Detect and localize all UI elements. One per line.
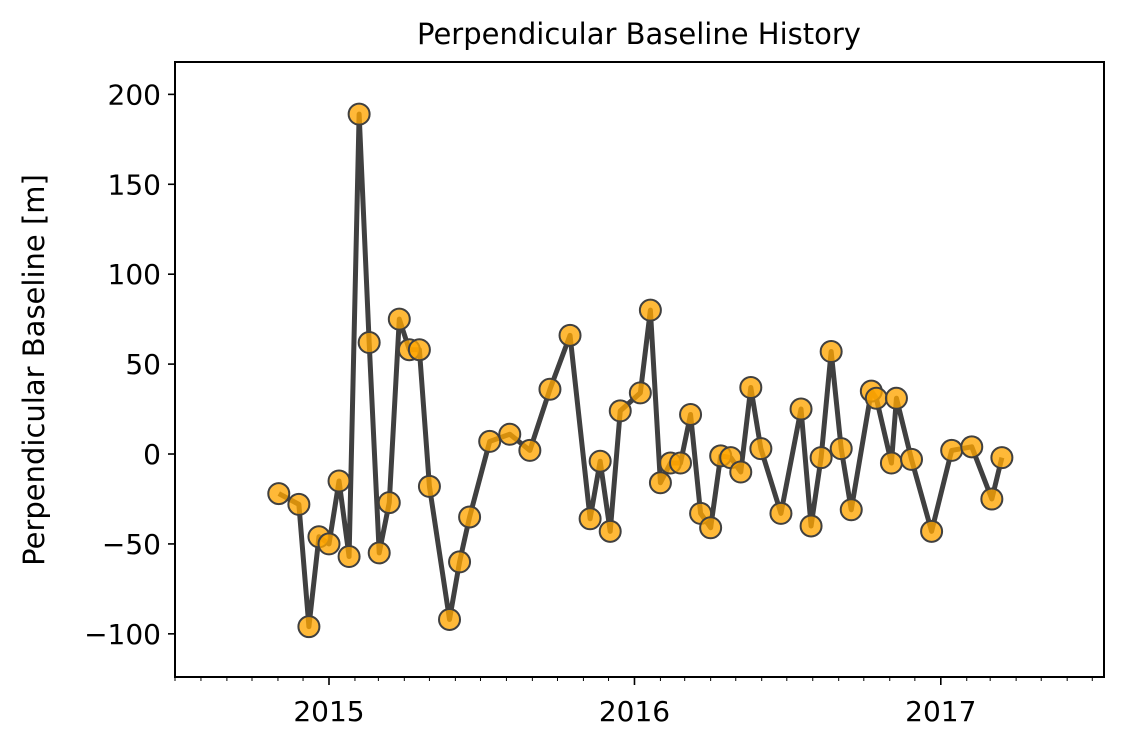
data-point: [267, 482, 291, 506]
data-point: [558, 323, 582, 347]
data-point: [884, 386, 908, 410]
data-point: [518, 438, 542, 462]
data-point: [669, 451, 693, 475]
y-tick-label: 100: [108, 258, 161, 291]
data-point: [317, 532, 341, 556]
y-tick-label: 0: [143, 438, 161, 471]
data-point: [864, 386, 888, 410]
data-point: [357, 331, 381, 355]
data-point: [327, 469, 351, 493]
data-point: [628, 381, 652, 405]
y-tick-label: 50: [125, 348, 161, 381]
data-point: [578, 507, 602, 531]
x-tick-label: 2016: [599, 695, 670, 728]
data-point: [789, 397, 813, 421]
y-tick-label: 150: [108, 168, 161, 201]
data-point: [367, 541, 391, 565]
data-point: [819, 340, 843, 364]
data-point: [478, 429, 502, 453]
data-point: [638, 298, 662, 322]
data-point: [799, 514, 823, 538]
data-point: [960, 435, 984, 459]
data-point: [337, 545, 361, 569]
data-point: [879, 451, 903, 475]
data-point: [699, 516, 723, 540]
data-point: [287, 492, 311, 516]
y-tick-label: 200: [108, 78, 161, 111]
data-point: [608, 399, 632, 423]
data-point: [769, 501, 793, 525]
data-point: [648, 471, 672, 495]
plot-frame: [174, 61, 1105, 678]
data-point: [679, 402, 703, 426]
data-point: [458, 505, 482, 529]
data-point: [598, 519, 622, 543]
data-point: [749, 437, 773, 461]
data-point: [990, 446, 1014, 470]
y-tick-label: −50: [102, 528, 161, 561]
data-point: [980, 487, 1004, 511]
data-point: [417, 474, 441, 498]
data-point: [900, 447, 924, 471]
y-axis-label: Perpendicular Baseline [m]: [17, 174, 51, 566]
data-point: [448, 550, 472, 574]
data-point: [739, 375, 763, 399]
data-point: [538, 377, 562, 401]
data-point: [377, 491, 401, 515]
data-point: [920, 519, 944, 543]
data-point: [498, 422, 522, 446]
data-point: [347, 102, 371, 126]
data-point: [297, 615, 321, 639]
data-point: [387, 307, 411, 331]
x-tick-label: 2017: [905, 695, 976, 728]
data-point: [438, 607, 462, 631]
y-tick-label: −100: [84, 618, 161, 651]
chart-title: Perpendicular Baseline History: [417, 17, 861, 51]
data-point: [839, 498, 863, 522]
data-point: [809, 446, 833, 470]
data-point: [588, 449, 612, 473]
data-point: [829, 437, 853, 461]
data-point: [729, 460, 753, 484]
data-point: [407, 338, 431, 362]
x-tick-label: 2015: [293, 695, 364, 728]
plot-area: −100 −50 0 50 100 150 200 2015 2016 2017: [84, 78, 1093, 728]
data-point: [940, 438, 964, 462]
